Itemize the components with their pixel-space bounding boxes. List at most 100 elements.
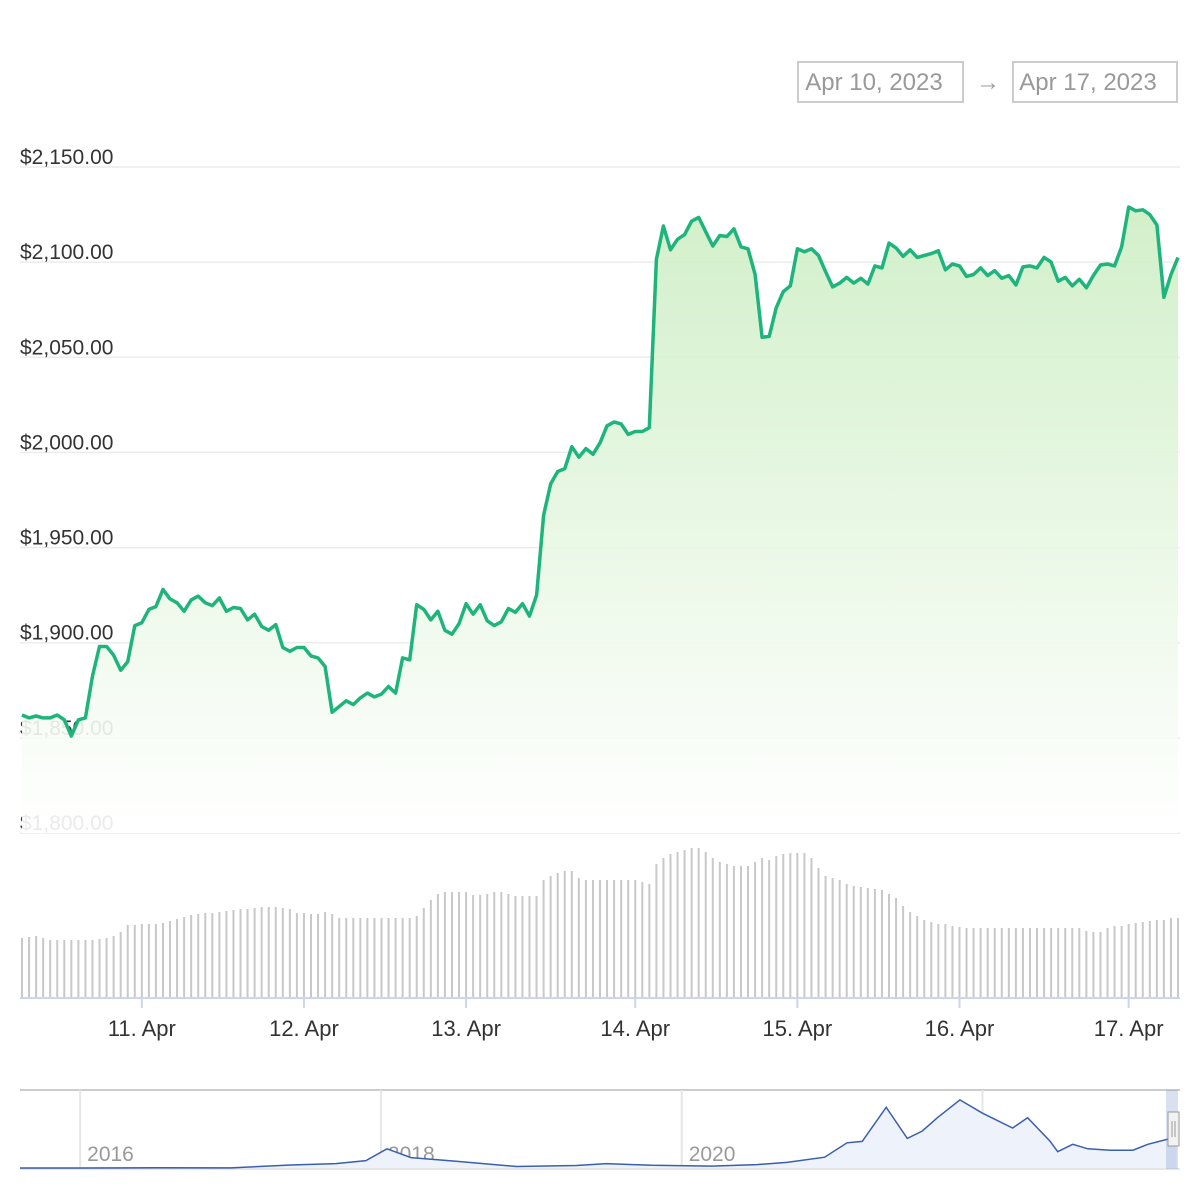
volume-bar (70, 940, 73, 998)
volume-bar (21, 938, 23, 998)
volume-bar (422, 908, 425, 998)
volume-bar (105, 938, 108, 998)
volume-bar (42, 938, 45, 998)
volume-bar (909, 912, 912, 998)
volume-bar (535, 896, 538, 998)
volume-bar (986, 928, 989, 998)
navigator-area (20, 1099, 1177, 1168)
volume-bar (937, 924, 940, 998)
volume-bar (880, 890, 883, 998)
volume-bar (1036, 928, 1039, 998)
volume-bar (838, 880, 841, 998)
volume-bar (1148, 921, 1151, 998)
volume-bar (1043, 928, 1046, 998)
volume-bar (239, 909, 242, 998)
volume-bar (493, 892, 496, 998)
volume-bar (810, 858, 813, 998)
volume-bar (401, 918, 404, 998)
volume-bar (154, 924, 157, 998)
volume-bar (1113, 926, 1116, 998)
from-input[interactable] (797, 61, 964, 103)
volume-bar (916, 916, 919, 998)
volume-bar (281, 908, 284, 998)
volume-bar (902, 906, 905, 998)
volume-bar (993, 928, 996, 998)
volume-bar (345, 918, 348, 998)
volume-bar (28, 937, 31, 998)
volume-bar (415, 916, 418, 998)
volume-bar (161, 923, 164, 998)
volume-bar (507, 894, 510, 998)
volume-bar (824, 876, 827, 998)
volume-bar (1085, 931, 1088, 998)
volume-bar (683, 850, 686, 998)
volume-bar (35, 936, 38, 998)
volume-bar (338, 918, 341, 998)
volume-bar (648, 884, 651, 998)
volume-bar (211, 913, 214, 998)
y-tick-label: $2,000.00 (20, 431, 113, 454)
volume-bar (859, 887, 862, 998)
volume-bar (613, 880, 616, 998)
volume-bar (387, 918, 390, 998)
volume-bar (176, 919, 179, 998)
volume-bar (1000, 928, 1003, 998)
volume-bar (317, 914, 320, 998)
volume-bar (514, 896, 517, 998)
volume-bar (866, 888, 869, 998)
volume-bar (930, 922, 933, 998)
volume-bar (147, 924, 150, 998)
volume-bar (140, 924, 143, 998)
volume-bar (775, 856, 778, 998)
volume-bar (521, 896, 524, 998)
volume-bar (704, 852, 707, 998)
volume-bar (112, 936, 115, 998)
volume-bar (563, 871, 566, 998)
y-tick-label: $2,050.00 (20, 336, 113, 359)
volume-bar (373, 918, 376, 998)
volume-bar (218, 912, 221, 998)
volume-bar (542, 880, 545, 998)
volume-bar (655, 864, 658, 998)
navigator-handle[interactable] (1167, 1111, 1180, 1147)
volume-bar (380, 918, 383, 998)
volume-bar (443, 892, 446, 998)
price-line (21, 205, 1180, 738)
volume-bar (197, 914, 200, 998)
volume-bar (352, 918, 355, 998)
to-input[interactable] (1012, 61, 1178, 103)
volume-bar (591, 880, 594, 998)
volume-bar (302, 913, 305, 998)
volume-bar (944, 924, 947, 998)
volume-bar (98, 939, 101, 998)
volume-bar (295, 913, 298, 998)
volume-bar (888, 894, 890, 998)
volume-bar (634, 880, 637, 998)
volume-bar (246, 909, 249, 998)
from-date: Apr 10, 2023 (805, 69, 942, 96)
volume-bar (739, 866, 742, 998)
volume-bar (450, 892, 453, 998)
area-fill (22, 207, 1178, 833)
volume-bar (63, 940, 66, 998)
volume-bar (331, 914, 334, 998)
volume-bar (486, 894, 489, 998)
volume-bar (965, 928, 968, 998)
volume-bar (1071, 928, 1074, 998)
volume-bar (1169, 918, 1172, 998)
volume-bar (310, 914, 312, 998)
volume-bar (1155, 920, 1158, 998)
volume-bar (895, 898, 898, 998)
volume-bar (732, 866, 735, 998)
volume-bar (436, 894, 439, 998)
volume-bar (570, 871, 573, 998)
volume-bar (133, 925, 136, 998)
volume-bar (1078, 928, 1081, 998)
to-date: Apr 17, 2023 (1019, 69, 1156, 96)
x-tick-label: 13. Apr (431, 1016, 501, 1041)
volume-bar (119, 932, 122, 998)
volume-bar (232, 910, 235, 998)
volume-bar (923, 920, 926, 998)
